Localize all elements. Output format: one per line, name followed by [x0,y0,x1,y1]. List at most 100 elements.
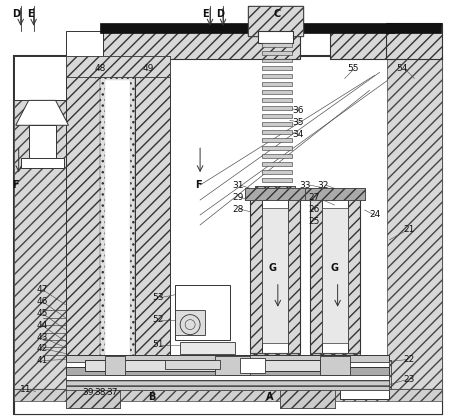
Bar [288,198,300,352]
Bar [65,362,390,367]
Bar [262,178,292,182]
Bar [65,370,390,389]
Bar [387,55,442,414]
Bar [14,55,65,101]
Text: 34: 34 [292,130,303,139]
Bar [65,354,390,362]
Bar [340,380,390,399]
Text: 37: 37 [107,388,118,397]
Bar [65,375,390,380]
Bar [21,158,64,168]
Text: F: F [12,180,19,190]
Bar [105,80,130,389]
Bar [310,198,360,352]
Text: 55: 55 [347,64,358,73]
Bar [262,138,292,142]
Bar [322,208,348,343]
Text: E: E [202,9,208,19]
Text: 46: 46 [37,297,48,306]
Bar [262,114,292,118]
Bar [262,122,292,126]
Bar [340,360,391,389]
Bar [14,55,442,414]
Text: 36: 36 [292,106,304,115]
Text: 28: 28 [232,204,244,214]
Bar [100,23,395,33]
Bar [340,360,391,389]
Bar [105,355,125,375]
Text: 42: 42 [37,344,48,353]
Text: C: C [273,9,281,19]
Text: 44: 44 [37,321,48,330]
Bar [262,43,292,47]
Bar [248,6,303,36]
Text: 52: 52 [153,315,164,324]
Bar [14,389,442,414]
Bar [262,91,292,94]
Bar [65,367,390,375]
Bar [310,352,360,365]
Bar [320,355,350,375]
Bar [165,360,220,370]
Bar [85,360,320,372]
Text: 39: 39 [83,388,94,397]
Bar [100,78,135,394]
Bar [255,186,295,200]
Text: 54: 54 [397,64,408,73]
Bar [348,198,360,352]
Bar [262,154,292,158]
Bar [65,78,100,394]
Text: 48: 48 [95,64,106,73]
Bar [180,341,235,354]
Bar [250,352,300,365]
Text: 29: 29 [232,193,244,202]
Text: F: F [195,180,202,190]
Bar [262,106,292,110]
Text: 25: 25 [308,217,320,226]
Bar [255,186,295,200]
Bar [135,78,170,394]
Text: E: E [27,9,34,19]
Bar [29,125,55,160]
Bar [262,162,292,166]
Text: 26: 26 [308,204,320,214]
Text: 11: 11 [20,385,31,394]
Text: 51: 51 [153,340,164,349]
Bar [240,357,265,373]
Bar [280,391,335,409]
Text: 27: 27 [308,193,320,202]
Bar [262,51,292,54]
Text: 49: 49 [143,64,154,73]
Bar [14,389,442,401]
Text: 35: 35 [292,118,304,127]
Bar [258,31,293,43]
Bar [245,188,305,200]
Text: D: D [12,9,20,19]
Bar [386,23,442,59]
Bar [262,75,292,78]
Bar [250,198,262,352]
Text: 53: 53 [153,293,164,302]
Bar [262,98,292,102]
Bar [262,208,288,343]
Bar [262,67,292,70]
Text: 47: 47 [37,285,48,294]
Text: 38: 38 [95,388,106,397]
Bar [262,83,292,86]
Bar [305,188,365,200]
Bar [65,380,390,391]
Text: B: B [148,392,156,402]
Bar [310,198,322,352]
Bar [262,130,292,134]
Bar [65,370,390,380]
Bar [100,78,135,394]
Text: G: G [331,263,339,273]
Text: 43: 43 [37,333,48,342]
Bar [14,55,65,414]
Bar [65,55,170,78]
Bar [175,285,230,339]
Bar [65,31,104,55]
Bar [65,391,120,409]
Bar [100,31,300,59]
Text: 23: 23 [404,375,415,384]
